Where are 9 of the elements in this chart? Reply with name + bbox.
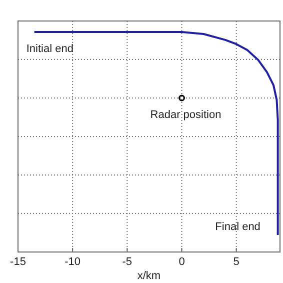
- x-axis-title: x/km: [137, 270, 161, 282]
- x-tick-label: -10: [64, 256, 81, 268]
- annotation: Initial end: [26, 43, 74, 55]
- x-tick-label: -15: [10, 256, 26, 268]
- annotation: Final end: [215, 221, 260, 234]
- x-tick-label: -5: [122, 256, 132, 268]
- x-tick-label: 5: [233, 256, 240, 268]
- annotation: Radar position: [150, 109, 222, 121]
- x-tick-label: 0: [178, 256, 185, 268]
